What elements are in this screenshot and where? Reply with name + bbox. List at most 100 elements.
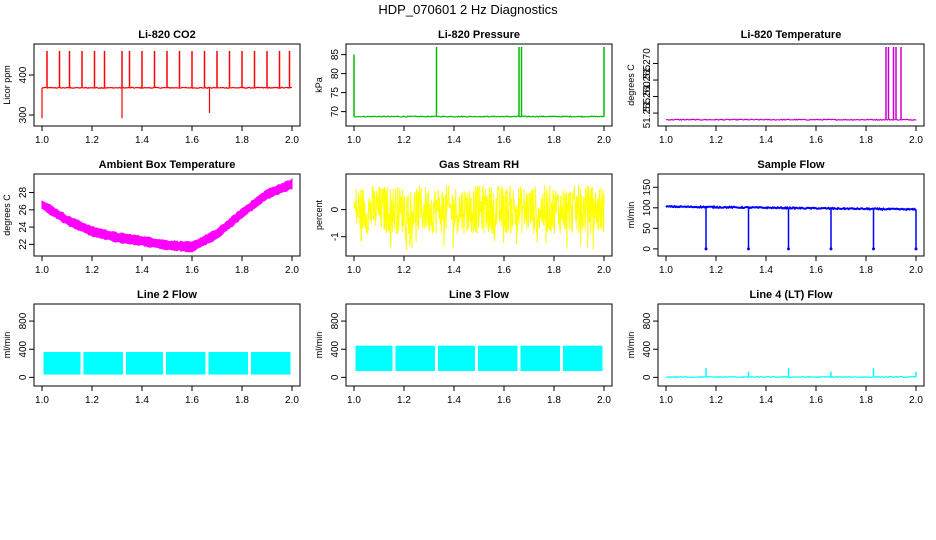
x-tick-label: 1.2 <box>397 265 411 276</box>
x-tick-label: 1.8 <box>235 395 249 406</box>
chart-panel: Gas Stream RH 1.0 1.2 1.4 1.6 1.8 2.0 -1 0 percen… <box>314 159 613 276</box>
series-group <box>355 345 603 372</box>
y-tick-label: 70 <box>330 106 341 118</box>
chart-title: Li-820 Temperature <box>741 29 842 41</box>
dip-point <box>704 247 708 251</box>
x-tick-label: 2.0 <box>597 265 611 276</box>
figure-title: HDP_070601 2 Hz Diagnostics <box>378 2 558 17</box>
x-tick-label: 1.4 <box>447 135 461 146</box>
x-tick-label: 2.0 <box>909 265 923 276</box>
x-tick-label: 1.2 <box>709 135 723 146</box>
x-tick-label: 1.8 <box>547 135 561 146</box>
series-group <box>353 47 605 118</box>
x-tick-label: 2.0 <box>909 135 923 146</box>
series-line <box>665 118 917 121</box>
chart-title: Ambient Box Temperature <box>99 159 236 171</box>
plot-frame <box>33 43 301 127</box>
x-tick-label: 1.2 <box>397 135 411 146</box>
x-tick-label: 1.2 <box>709 395 723 406</box>
x-tick-label: 1.8 <box>547 395 561 406</box>
y-tick-label: 0 <box>642 246 653 252</box>
x-tick-label: 2.0 <box>909 395 923 406</box>
plot-frame <box>657 303 925 387</box>
chart-panel: Li-820 CO2 1.0 1.2 1.4 1.6 1.8 2.0 300 400 Licor … <box>2 29 301 146</box>
flow-segment <box>43 352 81 375</box>
flow-segment <box>251 352 291 375</box>
x-tick-label: 1.2 <box>85 395 99 406</box>
chart-panel: Line 3 Flow 1.0 1.2 1.4 1.6 1.8 2.0 0 400 800 ml/m… <box>314 289 613 406</box>
y-tick-label: 50 <box>642 222 653 234</box>
x-tick-label: 1.6 <box>185 265 199 276</box>
x-tick-label: 1.6 <box>809 395 823 406</box>
dip-point <box>787 247 790 251</box>
y-tick-label: 51.265 <box>642 64 653 95</box>
y-tick-label: 0 <box>330 206 341 212</box>
y-axis-label: percent <box>314 199 324 230</box>
flow-segment <box>208 352 248 375</box>
series-line <box>666 375 917 379</box>
x-tick-label: 1.6 <box>497 395 511 406</box>
x-tick-label: 1.4 <box>135 265 149 276</box>
series-group <box>41 177 293 253</box>
y-tick-label: 75 <box>330 87 341 99</box>
x-tick-label: 1.0 <box>659 395 673 406</box>
x-tick-label: 1.0 <box>35 395 49 406</box>
x-tick-label: 1.6 <box>497 265 511 276</box>
y-tick-label: 85 <box>330 49 341 61</box>
x-tick-label: 1.6 <box>809 135 823 146</box>
plot-frame <box>33 303 301 387</box>
plot-frame <box>345 303 613 387</box>
y-tick-label: 51.260 <box>642 81 653 112</box>
series-line <box>665 204 917 212</box>
x-tick-label: 1.8 <box>859 135 873 146</box>
y-tick-label: 400 <box>330 340 341 357</box>
y-axis-label: Licor ppm <box>2 65 12 105</box>
x-tick-label: 1.0 <box>347 395 361 406</box>
x-tick-label: 1.8 <box>859 395 873 406</box>
flow-segment <box>83 352 123 375</box>
x-tick-label: 1.0 <box>659 135 673 146</box>
x-tick-label: 1.6 <box>185 395 199 406</box>
y-tick-label: 22 <box>18 238 29 250</box>
flow-segment <box>563 345 603 372</box>
x-tick-label: 1.0 <box>347 265 361 276</box>
y-tick-label: 400 <box>642 340 653 357</box>
y-axis-label: ml/min <box>626 202 636 229</box>
x-tick-label: 1.6 <box>185 135 199 146</box>
x-tick-label: 1.2 <box>85 265 99 276</box>
x-tick-label: 2.0 <box>597 395 611 406</box>
chart-title: Line 4 (LT) Flow <box>750 289 833 301</box>
series-group <box>666 368 917 379</box>
x-tick-label: 1.8 <box>235 135 249 146</box>
chart-panel: Li-820 Temperature 1.0 1.2 1.4 1.6 1.8 2.0 51.2… <box>626 29 925 146</box>
y-axis-label: ml/min <box>314 332 324 359</box>
y-tick-label: -1 <box>330 232 341 241</box>
series-group <box>41 51 293 119</box>
dip-point <box>872 247 875 251</box>
flow-segment <box>438 345 475 372</box>
x-tick-label: 1.4 <box>759 265 773 276</box>
y-tick-label: 0 <box>330 374 341 380</box>
x-tick-label: 2.0 <box>285 135 299 146</box>
x-tick-label: 1.0 <box>35 265 49 276</box>
x-tick-label: 1.2 <box>397 395 411 406</box>
plot-frame <box>657 173 925 257</box>
series-group <box>665 47 917 121</box>
flow-segment <box>355 345 393 372</box>
y-tick-label: 100 <box>642 199 653 216</box>
plot-frame <box>345 173 613 257</box>
chart-title: Line 3 Flow <box>449 289 509 301</box>
series-line <box>353 115 605 118</box>
x-tick-label: 1.4 <box>447 395 461 406</box>
x-tick-label: 1.6 <box>809 265 823 276</box>
x-tick-label: 1.4 <box>135 135 149 146</box>
chart-title: Sample Flow <box>757 159 825 171</box>
x-tick-label: 2.0 <box>285 265 299 276</box>
y-axis-label: ml/min <box>2 332 12 359</box>
y-tick-label: 400 <box>18 340 29 357</box>
x-tick-label: 1.4 <box>135 395 149 406</box>
y-tick-label: 800 <box>642 312 653 329</box>
chart-title: Gas Stream RH <box>439 159 519 171</box>
chart-panel: Sample Flow 1.0 1.2 1.4 1.6 1.8 2.0 0 50 100 150 ml… <box>626 159 925 276</box>
